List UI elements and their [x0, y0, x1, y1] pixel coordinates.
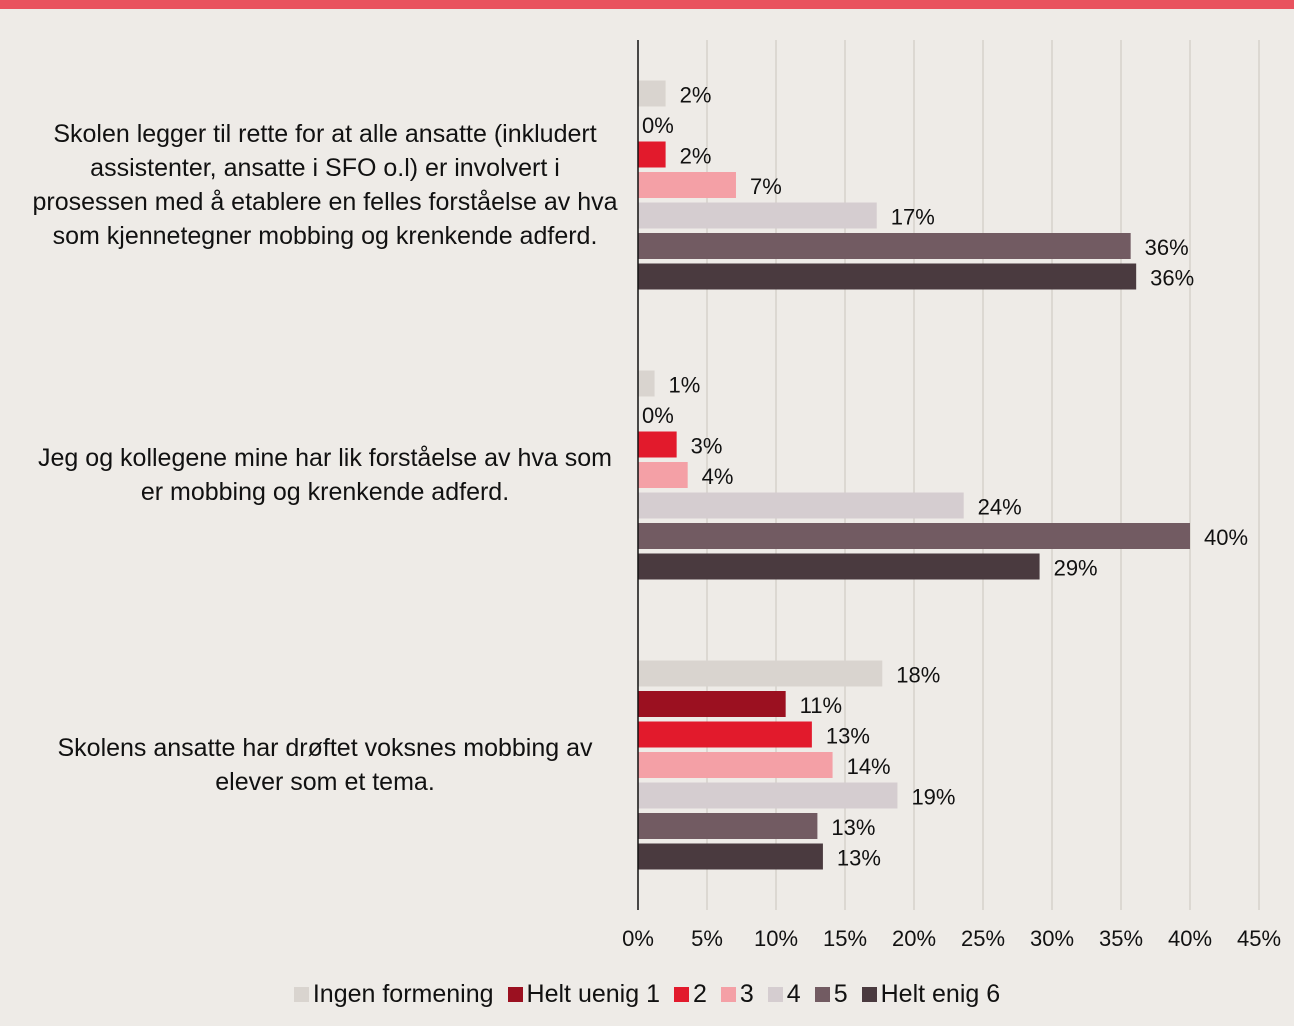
value-label: 11%	[800, 693, 842, 718]
bar	[638, 141, 666, 168]
x-tick-label: 10%	[754, 926, 798, 951]
legend-swatch	[814, 987, 830, 1002]
value-label: 24%	[978, 494, 1022, 519]
legend-item: Helt enig 6	[861, 980, 1001, 1009]
legend-swatch	[507, 987, 523, 1002]
value-label: 29%	[1054, 555, 1098, 580]
value-label: 13%	[826, 723, 870, 748]
legend-swatch	[293, 987, 309, 1002]
legend-label: 5	[833, 980, 848, 1008]
value-label: 36%	[1150, 265, 1194, 290]
bar	[638, 80, 666, 107]
value-label: 2%	[680, 143, 712, 168]
bar	[638, 202, 877, 229]
x-tick-label: 5%	[691, 926, 723, 951]
legend-label: 4	[786, 980, 801, 1008]
value-label: 13%	[837, 845, 881, 870]
x-tick-label: 15%	[823, 926, 867, 951]
legend-item: 3	[720, 980, 754, 1009]
value-label: 3%	[691, 433, 723, 458]
x-tick-label: 0%	[622, 926, 654, 951]
x-tick-label: 45%	[1237, 926, 1281, 951]
value-label: 0%	[642, 403, 674, 428]
x-tick-label: 25%	[961, 926, 1005, 951]
legend-swatch	[767, 987, 783, 1002]
category-label: Skolen legger til rette for at alle ansa…	[32, 120, 618, 250]
bar	[638, 462, 688, 488]
value-label: 7%	[750, 174, 782, 199]
bar	[638, 691, 786, 717]
value-label: 36%	[1145, 235, 1189, 260]
x-tick-label: 30%	[1030, 926, 1074, 951]
legend-item: Ingen formening	[293, 980, 494, 1009]
bar	[638, 752, 833, 778]
bar	[638, 370, 655, 397]
x-tick-label: 40%	[1168, 926, 1212, 951]
value-label: 0%	[642, 113, 674, 138]
value-label: 13%	[831, 815, 875, 840]
category-label: Jeg og kollegene mine har lik forståelse…	[38, 444, 612, 506]
legend-item: 5	[814, 980, 848, 1009]
legend-swatch	[861, 987, 877, 1002]
legend-label: Ingen formening	[312, 980, 494, 1008]
bar	[638, 172, 736, 198]
bar	[638, 492, 964, 519]
value-label: 40%	[1204, 525, 1248, 550]
bar	[638, 263, 1137, 290]
x-tick-label: 20%	[892, 926, 936, 951]
header-stripe	[0, 0, 1294, 9]
bar	[638, 721, 812, 748]
legend-label: 3	[739, 980, 754, 1008]
bar	[638, 660, 883, 687]
bar	[638, 813, 818, 839]
legend-label: Helt uenig 1	[526, 980, 660, 1008]
x-tick-label: 35%	[1099, 926, 1143, 951]
value-label: 4%	[702, 464, 734, 489]
bar	[638, 523, 1190, 549]
legend-swatch	[720, 987, 736, 1002]
value-label: 2%	[680, 82, 712, 107]
bar	[638, 233, 1131, 259]
bar	[638, 431, 677, 458]
legend-item: Helt uenig 1	[507, 980, 660, 1009]
value-label: 1%	[669, 372, 701, 397]
legend-swatch	[673, 987, 689, 1002]
legend: Ingen formening Helt uenig 1 2 3 4 5 Helt enig…	[0, 980, 1294, 1009]
bar	[638, 782, 898, 809]
category-label: Skolens ansatte har drøftet voksnes mobb…	[57, 734, 593, 796]
legend-label: Helt enig 6	[880, 980, 1001, 1008]
value-label: 17%	[891, 204, 935, 229]
value-label: 19%	[911, 784, 955, 809]
bar	[638, 553, 1040, 580]
legend-label: 2	[692, 980, 707, 1008]
legend-item: 4	[767, 980, 801, 1009]
value-label: 14%	[847, 754, 891, 779]
bar	[638, 843, 823, 870]
value-label: 18%	[896, 662, 940, 687]
legend-item: 2	[673, 980, 707, 1009]
